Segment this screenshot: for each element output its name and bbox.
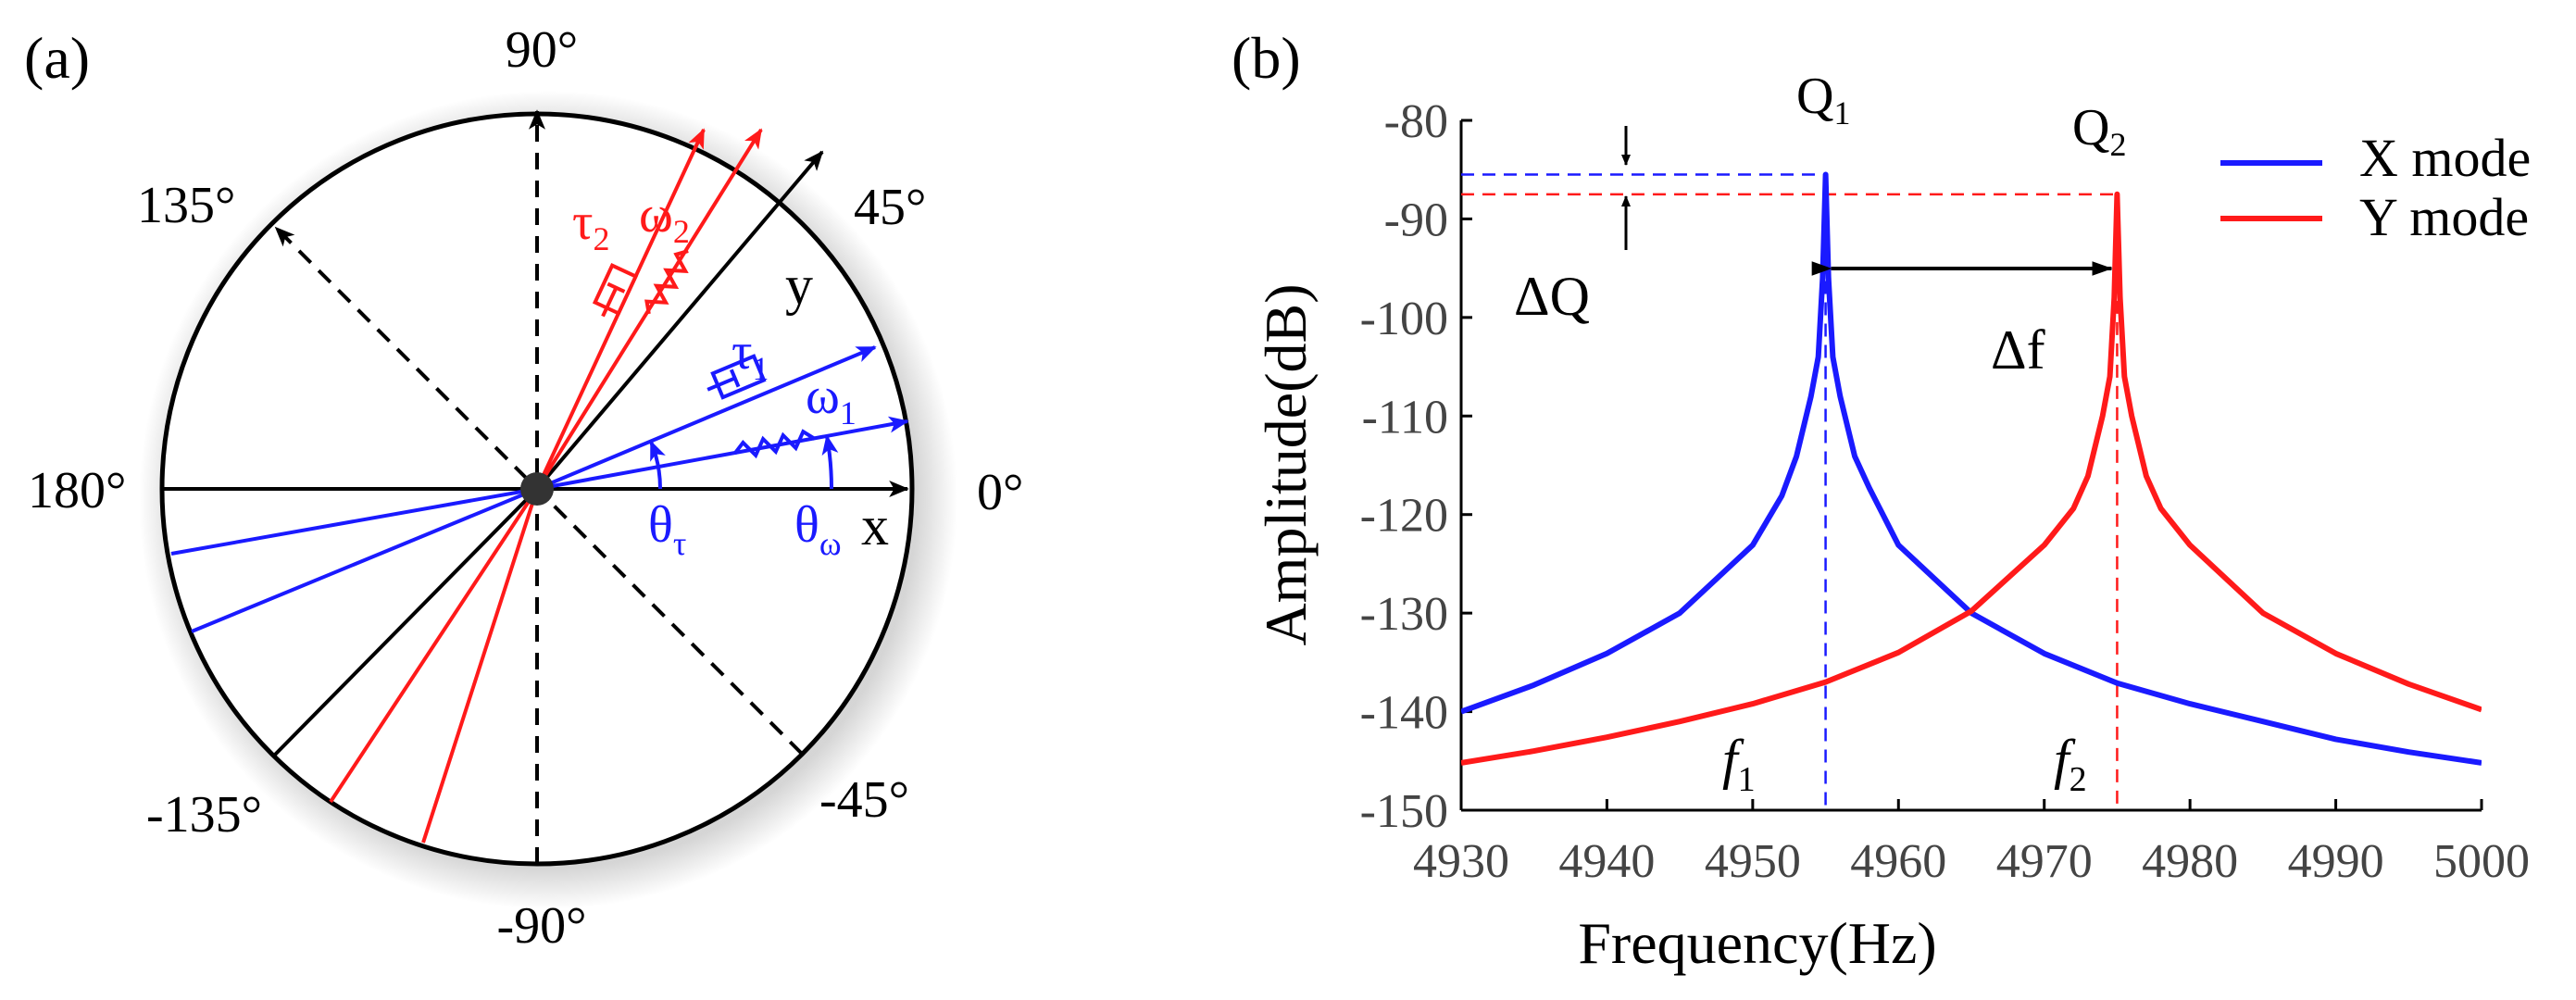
center-pivot <box>520 472 554 506</box>
x-tick-label: 4940 <box>1558 835 1655 888</box>
label-m45: -45° <box>819 771 909 829</box>
spring-omega1-icon <box>732 429 817 459</box>
x-tick-label: 5000 <box>2433 835 2530 888</box>
theta-tau-label: θτ <box>648 496 686 562</box>
label-180: 180° <box>28 462 126 519</box>
theta-omega-label: θω <box>794 496 842 562</box>
q2-label: Q2 <box>2072 99 2126 163</box>
guide-lines <box>1461 173 2119 810</box>
x-axis-name: x <box>861 495 889 556</box>
x-tick-label: 4980 <box>2142 835 2238 888</box>
y-tick-label: -140 <box>1360 687 1448 740</box>
damper-tau1-icon <box>707 354 767 400</box>
x-axis-title: Frequency(Hz) <box>1578 910 1936 976</box>
y-axis-title: Amplitude(dB) <box>1253 283 1319 645</box>
theta-tau-arc <box>649 440 666 490</box>
ticks: 4930 4940 4950 4960 4970 4980 4990 5000 -80 -90 -1… <box>1360 95 2530 888</box>
legend-x-mode-label: X mode <box>2359 128 2531 188</box>
damper-tau2-icon <box>592 263 639 318</box>
x-tick-label: 4990 <box>2288 835 2384 888</box>
legend: X mode Y mode <box>2220 128 2531 247</box>
panel-b: (b) 4930 4940 4950 4960 4970 4980 4990 5000 -80 -… <box>1232 25 2531 976</box>
tau1-line-back <box>191 487 538 633</box>
delta-f-label: Δf <box>1991 319 2045 381</box>
tau2-line-back <box>329 487 539 804</box>
x-tick-label: 4960 <box>1850 835 1946 888</box>
y-tick-label: -120 <box>1360 490 1448 543</box>
q1-label: Q1 <box>1796 68 1850 131</box>
panel-a: (a) <box>24 21 1023 955</box>
delta-q-label: ΔQ <box>1514 266 1590 327</box>
panel-a-label: (a) <box>24 25 90 91</box>
label-45: 45° <box>854 179 926 236</box>
y-axis-line <box>535 150 824 491</box>
panel-b-label: (b) <box>1232 25 1301 91</box>
legend-y-mode-label: Y mode <box>2359 187 2529 247</box>
tau2-label: τ2 <box>572 194 610 257</box>
tau1-line <box>536 345 877 491</box>
y-tick-label: -100 <box>1360 293 1448 345</box>
label-m135: -135° <box>146 786 262 844</box>
label-0: 0° <box>977 464 1023 521</box>
label-135: 135° <box>137 177 235 234</box>
theta-omega-arc <box>821 434 839 490</box>
f2-label: f2 <box>2054 729 2087 799</box>
y-axis-line-back <box>273 487 539 756</box>
y-axis-name: y <box>785 255 813 316</box>
y-tick-label: -150 <box>1360 785 1448 838</box>
omega2-line-back <box>421 488 539 844</box>
label-m90: -90° <box>496 897 586 955</box>
y-tick-label: -130 <box>1360 588 1448 641</box>
label-90: 90° <box>506 21 578 79</box>
x-mode-curve <box>1461 171 2482 766</box>
y-tick-label: -110 <box>1362 391 1448 444</box>
omega2-label: ω2 <box>639 186 690 250</box>
f1-label: f1 <box>1722 729 1756 799</box>
spring-omega2-icon <box>644 249 689 315</box>
tau1-label: τ1 <box>732 323 769 387</box>
omega1-line-back <box>170 487 538 556</box>
y-mode-curve <box>1461 191 2482 766</box>
x-tick-label: 4930 <box>1413 835 1509 888</box>
y-tick-label: -90 <box>1384 194 1448 246</box>
omega1-line <box>536 416 909 491</box>
x-tick-label: 4950 <box>1705 835 1801 888</box>
y-tick-label: -80 <box>1384 95 1448 148</box>
series-group <box>1461 171 2482 766</box>
x-tick-label: 4970 <box>1996 835 2093 888</box>
omega1-label: ω1 <box>806 368 857 431</box>
